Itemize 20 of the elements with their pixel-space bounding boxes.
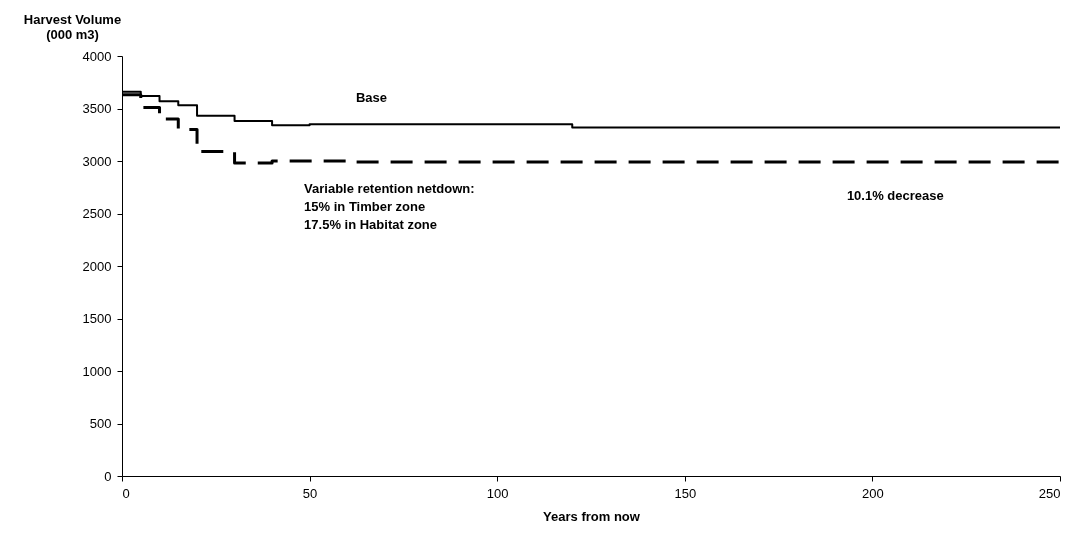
y-tick-label: 2500 <box>82 206 112 221</box>
y-tick-label: 3500 <box>82 101 112 116</box>
x-tick-label: 250 <box>1038 485 1061 501</box>
x-tick-label: 50 <box>302 485 318 501</box>
annotation: Variable retention netdown: 15% in Timber zone 17.5% in Habitat zone <box>304 181 475 232</box>
annotation: 10.1% decrease <box>846 188 944 204</box>
x-axis-title: Years from now <box>543 508 641 524</box>
y-tick-label: 3000 <box>82 153 112 169</box>
y-tick-label: 500 <box>89 416 112 431</box>
x-tick-label: 100 <box>486 485 509 501</box>
x-tick-label: 0 <box>122 485 130 501</box>
x-tick-label: 200 <box>862 485 884 501</box>
y-axis-title: Harvest Volume (000 m3) <box>23 11 122 42</box>
y-tick-label: 2000 <box>82 258 112 274</box>
y-tick-label: 0 <box>104 468 112 484</box>
annotation: Base <box>355 90 387 106</box>
y-tick-label: 1500 <box>82 311 112 326</box>
x-tick-label: 150 <box>674 485 697 501</box>
y-tick-label: 4000 <box>82 48 112 64</box>
y-tick-label: 1000 <box>82 363 112 379</box>
